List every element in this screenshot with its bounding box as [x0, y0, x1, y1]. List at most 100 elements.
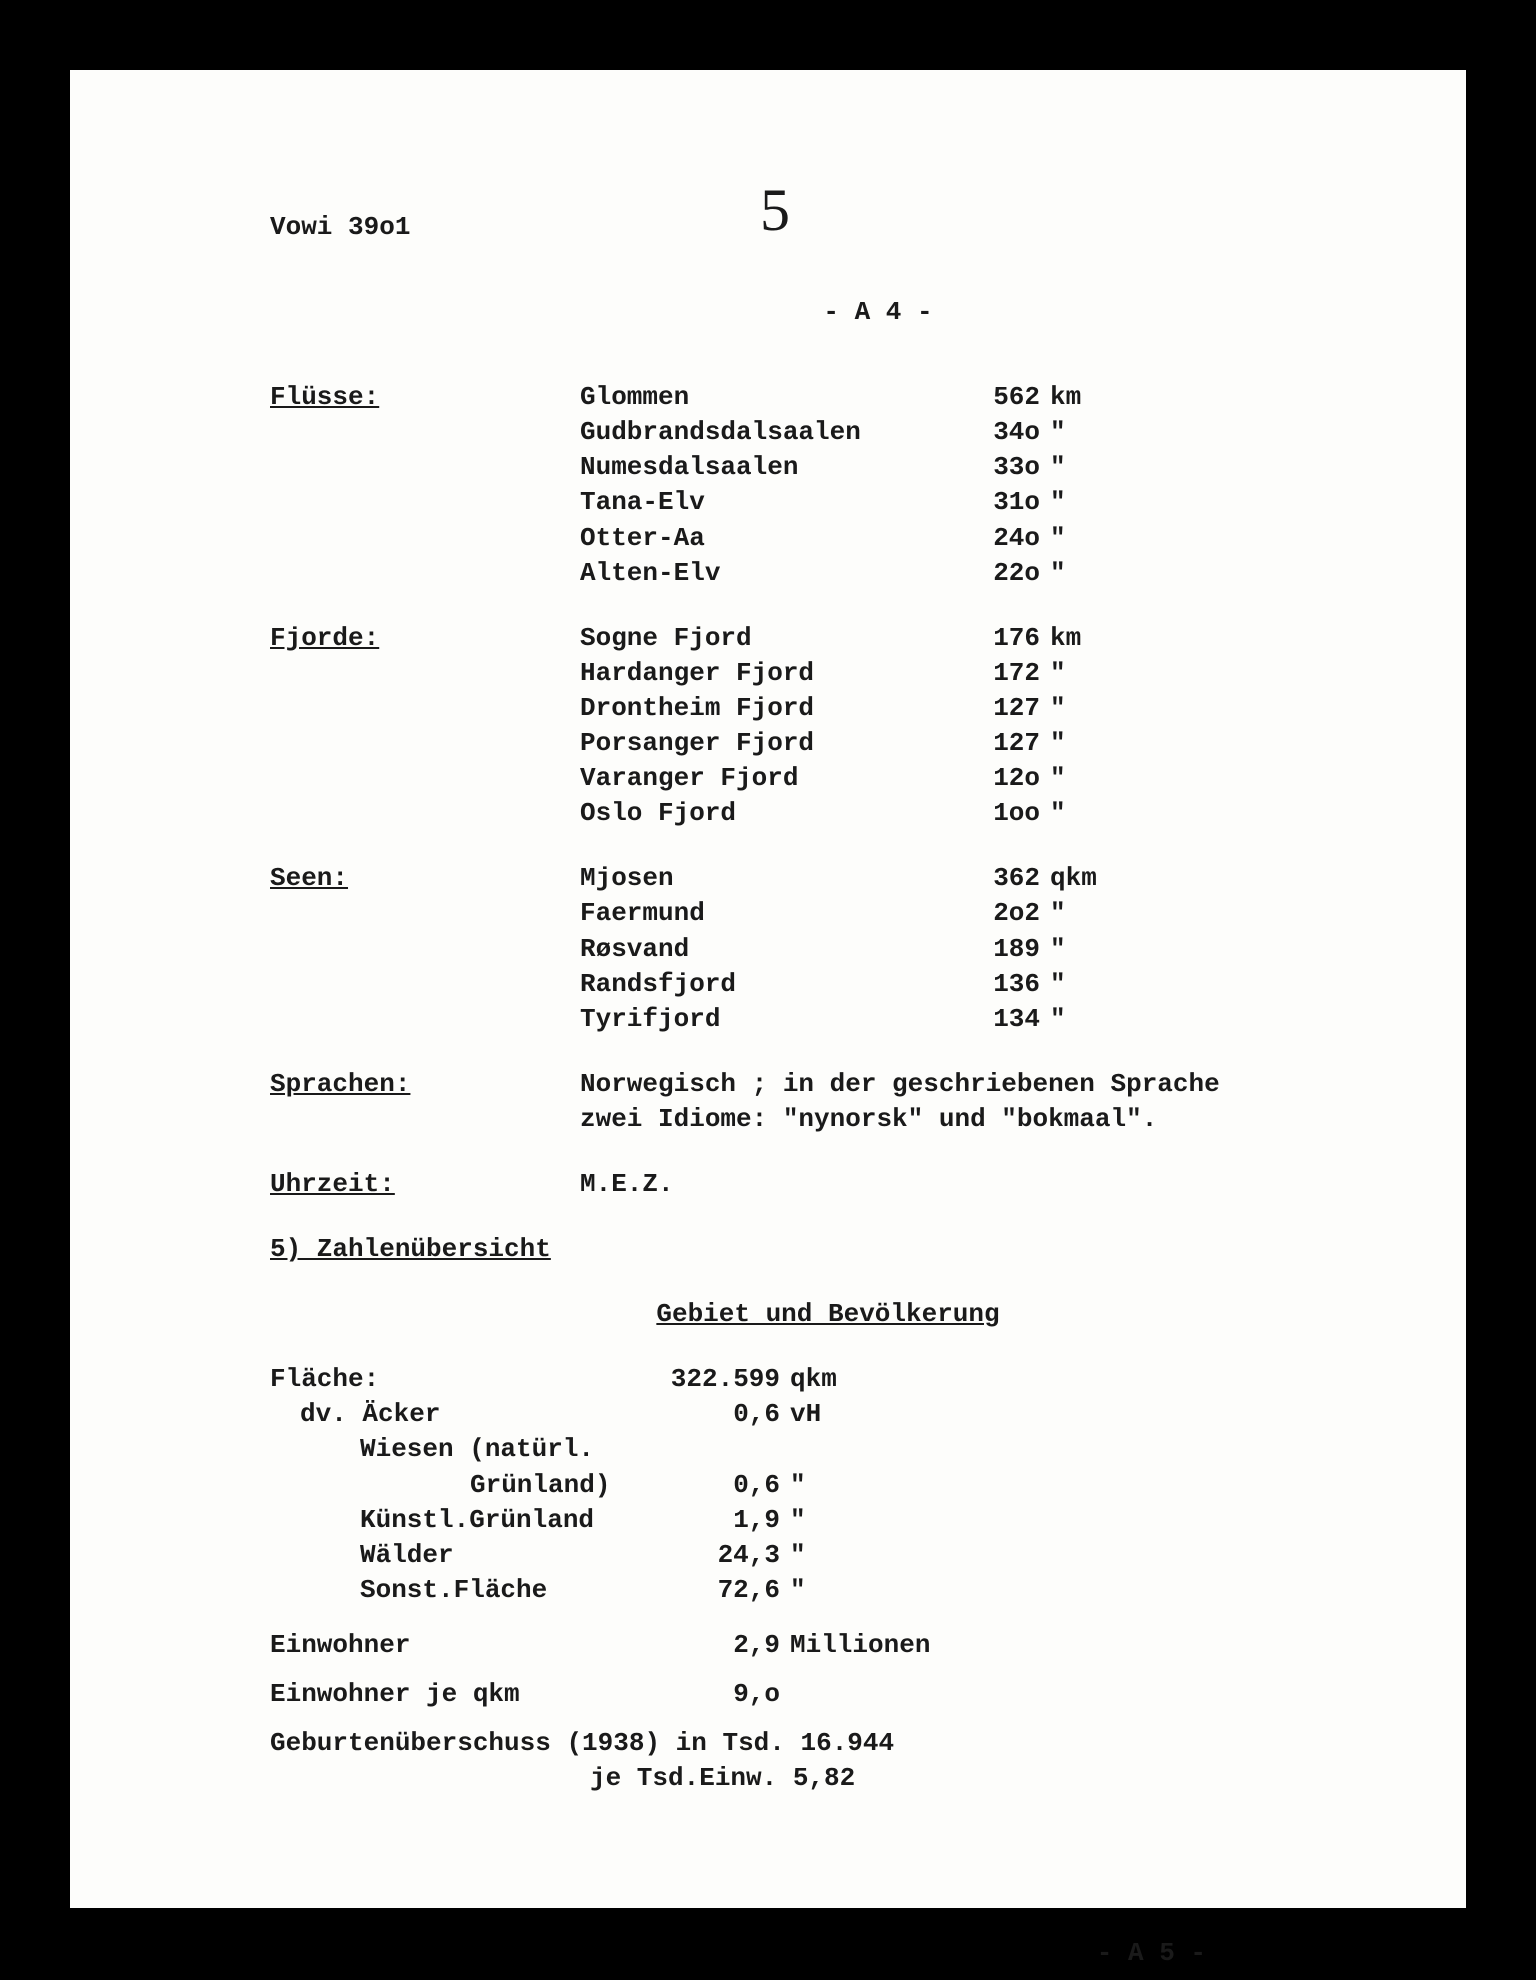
breakdown-label: Grünland) — [270, 1468, 650, 1503]
row-value: 1oo — [960, 796, 1040, 831]
data-row: Mjosen362qkm — [580, 861, 1286, 896]
row-unit: " — [1040, 450, 1110, 485]
row-value: 12o — [960, 761, 1040, 796]
text-uhrzeit: M.E.Z. — [580, 1167, 1286, 1202]
row-unit: km — [1040, 621, 1110, 656]
row-name: Sogne Fjord — [580, 621, 960, 656]
breakdown-row: Wiesen (natürl. — [270, 1432, 1286, 1467]
row-unit: " — [1040, 896, 1110, 931]
subheading-gebiet: Gebiet und Bevölkerung — [370, 1297, 1286, 1332]
label-fjorde: Fjorde: — [270, 621, 580, 832]
section-seen: Seen: Mjosen362qkmFaermund2o2"Røsvand189… — [270, 861, 1286, 1036]
breakdown-value: 0,6 — [650, 1397, 780, 1432]
breakdown-row: dv. Äcker0,6vH — [270, 1397, 1286, 1432]
row-value: 31o — [960, 485, 1040, 520]
row-value: 33o — [960, 450, 1040, 485]
row-name: Otter-Aa — [580, 521, 960, 556]
row-value: 2o2 — [960, 896, 1040, 931]
data-row: Alten-Elv22o" — [580, 556, 1286, 591]
label-seen: Seen: — [270, 861, 580, 1036]
data-row: Hardanger Fjord172" — [580, 656, 1286, 691]
row-value: 176 — [960, 621, 1040, 656]
section-fjorde: Fjorde: Sogne Fjord176kmHardanger Fjord1… — [270, 621, 1286, 832]
row-name: Alten-Elv — [580, 556, 960, 591]
label-einwohner: Einwohner — [270, 1628, 650, 1663]
row-name: Gudbrandsdalsaalen — [580, 415, 960, 450]
data-row: Otter-Aa24o" — [580, 521, 1286, 556]
val-einwohner: 2,9 — [650, 1628, 780, 1663]
data-row: Glommen562km — [580, 380, 1286, 415]
label-einwohner-qkm: Einwohner je qkm — [270, 1677, 650, 1712]
data-row: Porsanger Fjord127" — [580, 726, 1286, 761]
breakdown-value: 1,9 — [650, 1503, 780, 1538]
breakdown-value: 0,6 — [650, 1468, 780, 1503]
breakdown-value — [650, 1432, 780, 1467]
row-unit: " — [1040, 796, 1110, 831]
section-fluesse: Flüsse: Glommen562kmGudbrandsdalsaalen34… — [270, 380, 1286, 591]
row-name: Røsvand — [580, 932, 960, 967]
breakdown-row: Sonst.Fläche72,6" — [270, 1573, 1286, 1608]
unit-einwohner-qkm — [780, 1677, 790, 1712]
row-unit: " — [1040, 726, 1110, 761]
section-sprachen: Sprachen: Norwegisch ; in der geschriebe… — [270, 1067, 1286, 1137]
label-sprachen: Sprachen: — [270, 1067, 580, 1137]
row-geburt2: je Tsd.Einw. 5,82 — [270, 1761, 1286, 1796]
data-row: Røsvand189" — [580, 932, 1286, 967]
row-name: Varanger Fjord — [580, 761, 960, 796]
data-row: Faermund2o2" — [580, 896, 1286, 931]
data-row: Gudbrandsdalsaalen34o" — [580, 415, 1286, 450]
section-zahlen: 5) Zahlenübersicht Gebiet und Bevölkerun… — [270, 1232, 1286, 1796]
row-unit: qkm — [1040, 861, 1110, 896]
breakdown-unit: " — [780, 1573, 806, 1608]
heading-zahlen: 5) Zahlenübersicht — [270, 1232, 1286, 1267]
row-value: 172 — [960, 656, 1040, 691]
row-name: Numesdalsaalen — [580, 450, 960, 485]
breakdown-row: Wälder24,3" — [270, 1538, 1286, 1573]
row-name: Glommen — [580, 380, 960, 415]
row-unit: " — [1040, 761, 1110, 796]
row-unit: " — [1040, 656, 1110, 691]
row-unit: km — [1040, 380, 1110, 415]
row-value: 127 — [960, 691, 1040, 726]
row-geburt1: Geburtenüberschuss (1938) in Tsd. 16.944 — [270, 1726, 1286, 1761]
label-uhrzeit: Uhrzeit: — [270, 1167, 580, 1202]
row-value: 22o — [960, 556, 1040, 591]
breakdown-row: Grünland)0,6" — [270, 1468, 1286, 1503]
data-row: Varanger Fjord12o" — [580, 761, 1286, 796]
page-marker-bottom: - A 5 - — [270, 1936, 1286, 1971]
page-marker-top: - A 4 - — [470, 295, 1286, 330]
document-page: 5 Vowi 39o1 - A 4 - Flüsse: Glommen562km… — [70, 70, 1466, 1908]
breakdown-label: Wälder — [270, 1538, 650, 1573]
breakdown-unit — [780, 1432, 790, 1467]
row-name: Randsfjord — [580, 967, 960, 1002]
row-value: 24o — [960, 521, 1040, 556]
data-row: Numesdalsaalen33o" — [580, 450, 1286, 485]
unit-einwohner: Millionen — [780, 1628, 930, 1663]
text-sprachen: Norwegisch ; in der geschriebenen Sprach… — [580, 1067, 1286, 1137]
row-value: 34o — [960, 415, 1040, 450]
breakdown-value: 72,6 — [650, 1573, 780, 1608]
data-row: Oslo Fjord1oo" — [580, 796, 1286, 831]
row-value: 134 — [960, 1002, 1040, 1037]
data-row: Tana-Elv31o" — [580, 485, 1286, 520]
row-value: 562 — [960, 380, 1040, 415]
breakdown-label: Wiesen (natürl. — [270, 1432, 650, 1467]
row-name: Faermund — [580, 896, 960, 931]
row-value: 136 — [960, 967, 1040, 1002]
row-unit: " — [1040, 485, 1110, 520]
data-row: Tyrifjord134" — [580, 1002, 1286, 1037]
breakdown-label: Sonst.Fläche — [270, 1573, 650, 1608]
row-unit: " — [1040, 556, 1110, 591]
row-name: Tyrifjord — [580, 1002, 960, 1037]
row-value: 362 — [960, 861, 1040, 896]
row-unit: " — [1040, 932, 1110, 967]
breakdown-value: 24,3 — [650, 1538, 780, 1573]
handwritten-page-number: 5 — [760, 170, 790, 251]
data-row: Randsfjord136" — [580, 967, 1286, 1002]
label-fluesse: Flüsse: — [270, 380, 580, 591]
row-einwohner: Einwohner 2,9 Millionen — [270, 1628, 1286, 1663]
row-flaeche: Fläche: 322.599 qkm — [270, 1362, 1286, 1397]
row-name: Mjosen — [580, 861, 960, 896]
row-unit: " — [1040, 691, 1110, 726]
breakdown-unit: " — [780, 1538, 806, 1573]
